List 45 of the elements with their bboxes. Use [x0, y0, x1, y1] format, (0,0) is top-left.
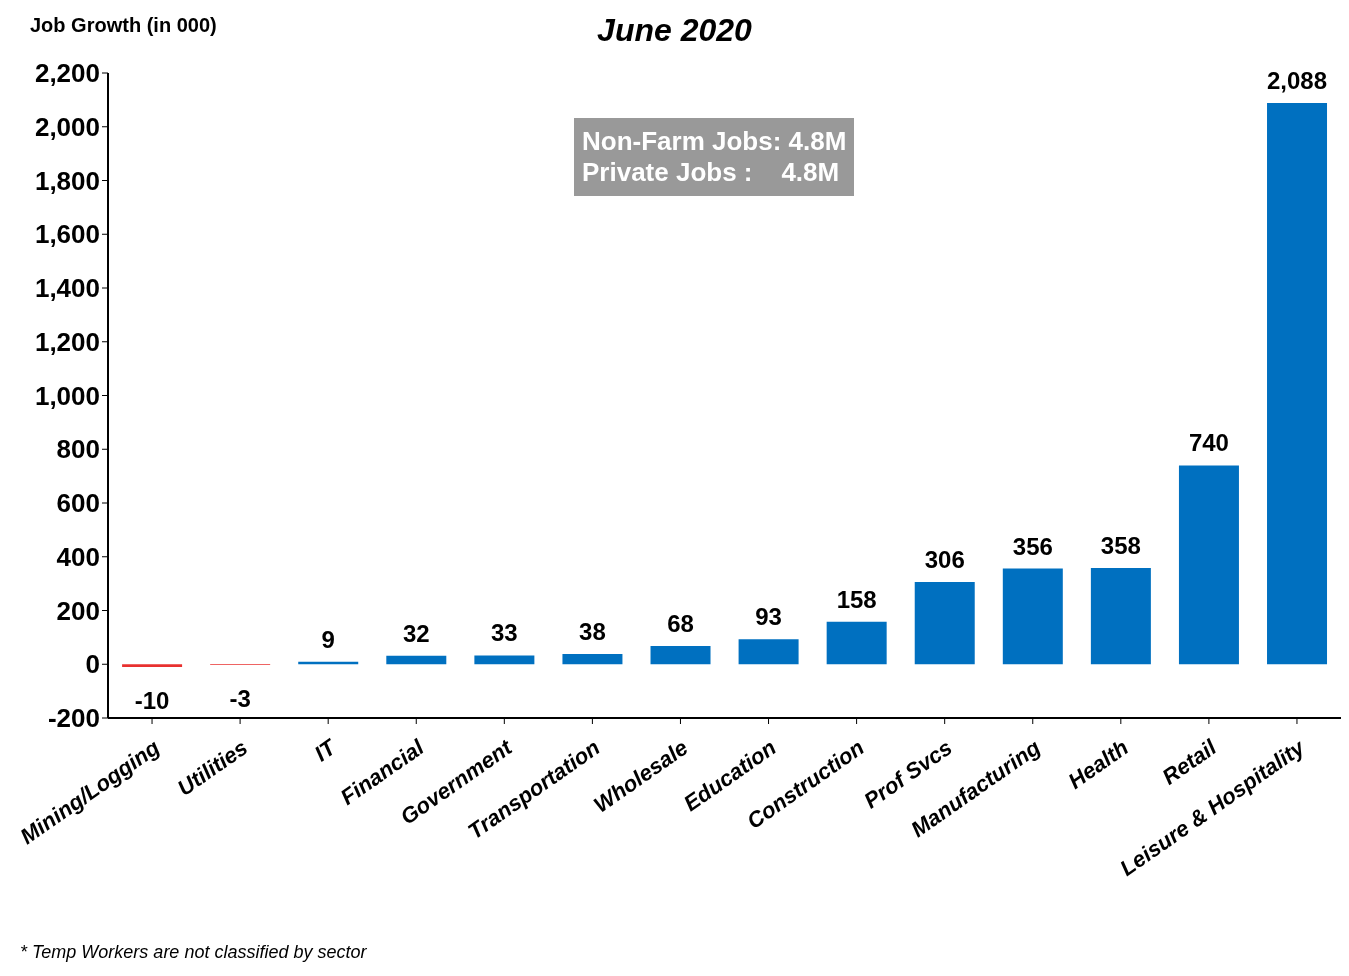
y-tick-label: 800 [56, 434, 100, 465]
bar [1090, 568, 1151, 665]
y-tick-label: 2,000 [34, 111, 100, 142]
annotation: Private Jobs : 4.8M [582, 157, 841, 188]
data-label: 306 [924, 546, 965, 574]
data-label: 93 [755, 603, 782, 631]
data-label: 740 [1188, 429, 1229, 457]
y-tick-label: 1,800 [34, 165, 100, 196]
data-label: -10 [134, 686, 170, 714]
bar [738, 639, 799, 665]
bar [1267, 103, 1328, 665]
bar [1002, 568, 1063, 665]
y-tick-label: 200 [56, 595, 100, 626]
y-tick-label: -200 [47, 703, 100, 734]
y-tick-label: 0 [85, 649, 100, 680]
bar [826, 621, 887, 665]
data-label: 38 [579, 618, 606, 646]
data-label: 356 [1012, 532, 1053, 560]
bar [1178, 465, 1239, 665]
data-label: 68 [667, 609, 694, 637]
data-label: 158 [836, 585, 877, 613]
bar [914, 582, 975, 665]
y-tick-label: 2,200 [34, 58, 100, 89]
data-label: 32 [402, 619, 430, 647]
bar [650, 645, 711, 665]
data-label: 358 [1100, 532, 1141, 560]
y-tick-label: 1,600 [34, 219, 100, 250]
y-tick-label: 1,200 [34, 326, 100, 357]
bar [386, 655, 447, 665]
y-axis-title: Job Growth (in 000) [30, 14, 217, 37]
y-tick-label: 1,400 [34, 273, 100, 304]
x-tick-label: IT [309, 733, 342, 767]
data-label: 33 [491, 619, 518, 647]
y-tick-label: 600 [56, 488, 100, 519]
bar [122, 664, 183, 667]
text: * Temp Workers are not classified by sector [20, 942, 367, 963]
y-tick-label: 400 [56, 541, 100, 572]
data-label: 9 [321, 625, 335, 653]
chart-title: June 2020 [597, 12, 752, 48]
bar [474, 655, 535, 665]
annotation: Non-Farm Jobs: 4.8M [582, 126, 847, 157]
data-label: -3 [229, 685, 251, 713]
y-tick-label: 1,000 [34, 380, 100, 411]
data-label: 2,088 [1266, 67, 1328, 95]
bar [562, 654, 623, 665]
